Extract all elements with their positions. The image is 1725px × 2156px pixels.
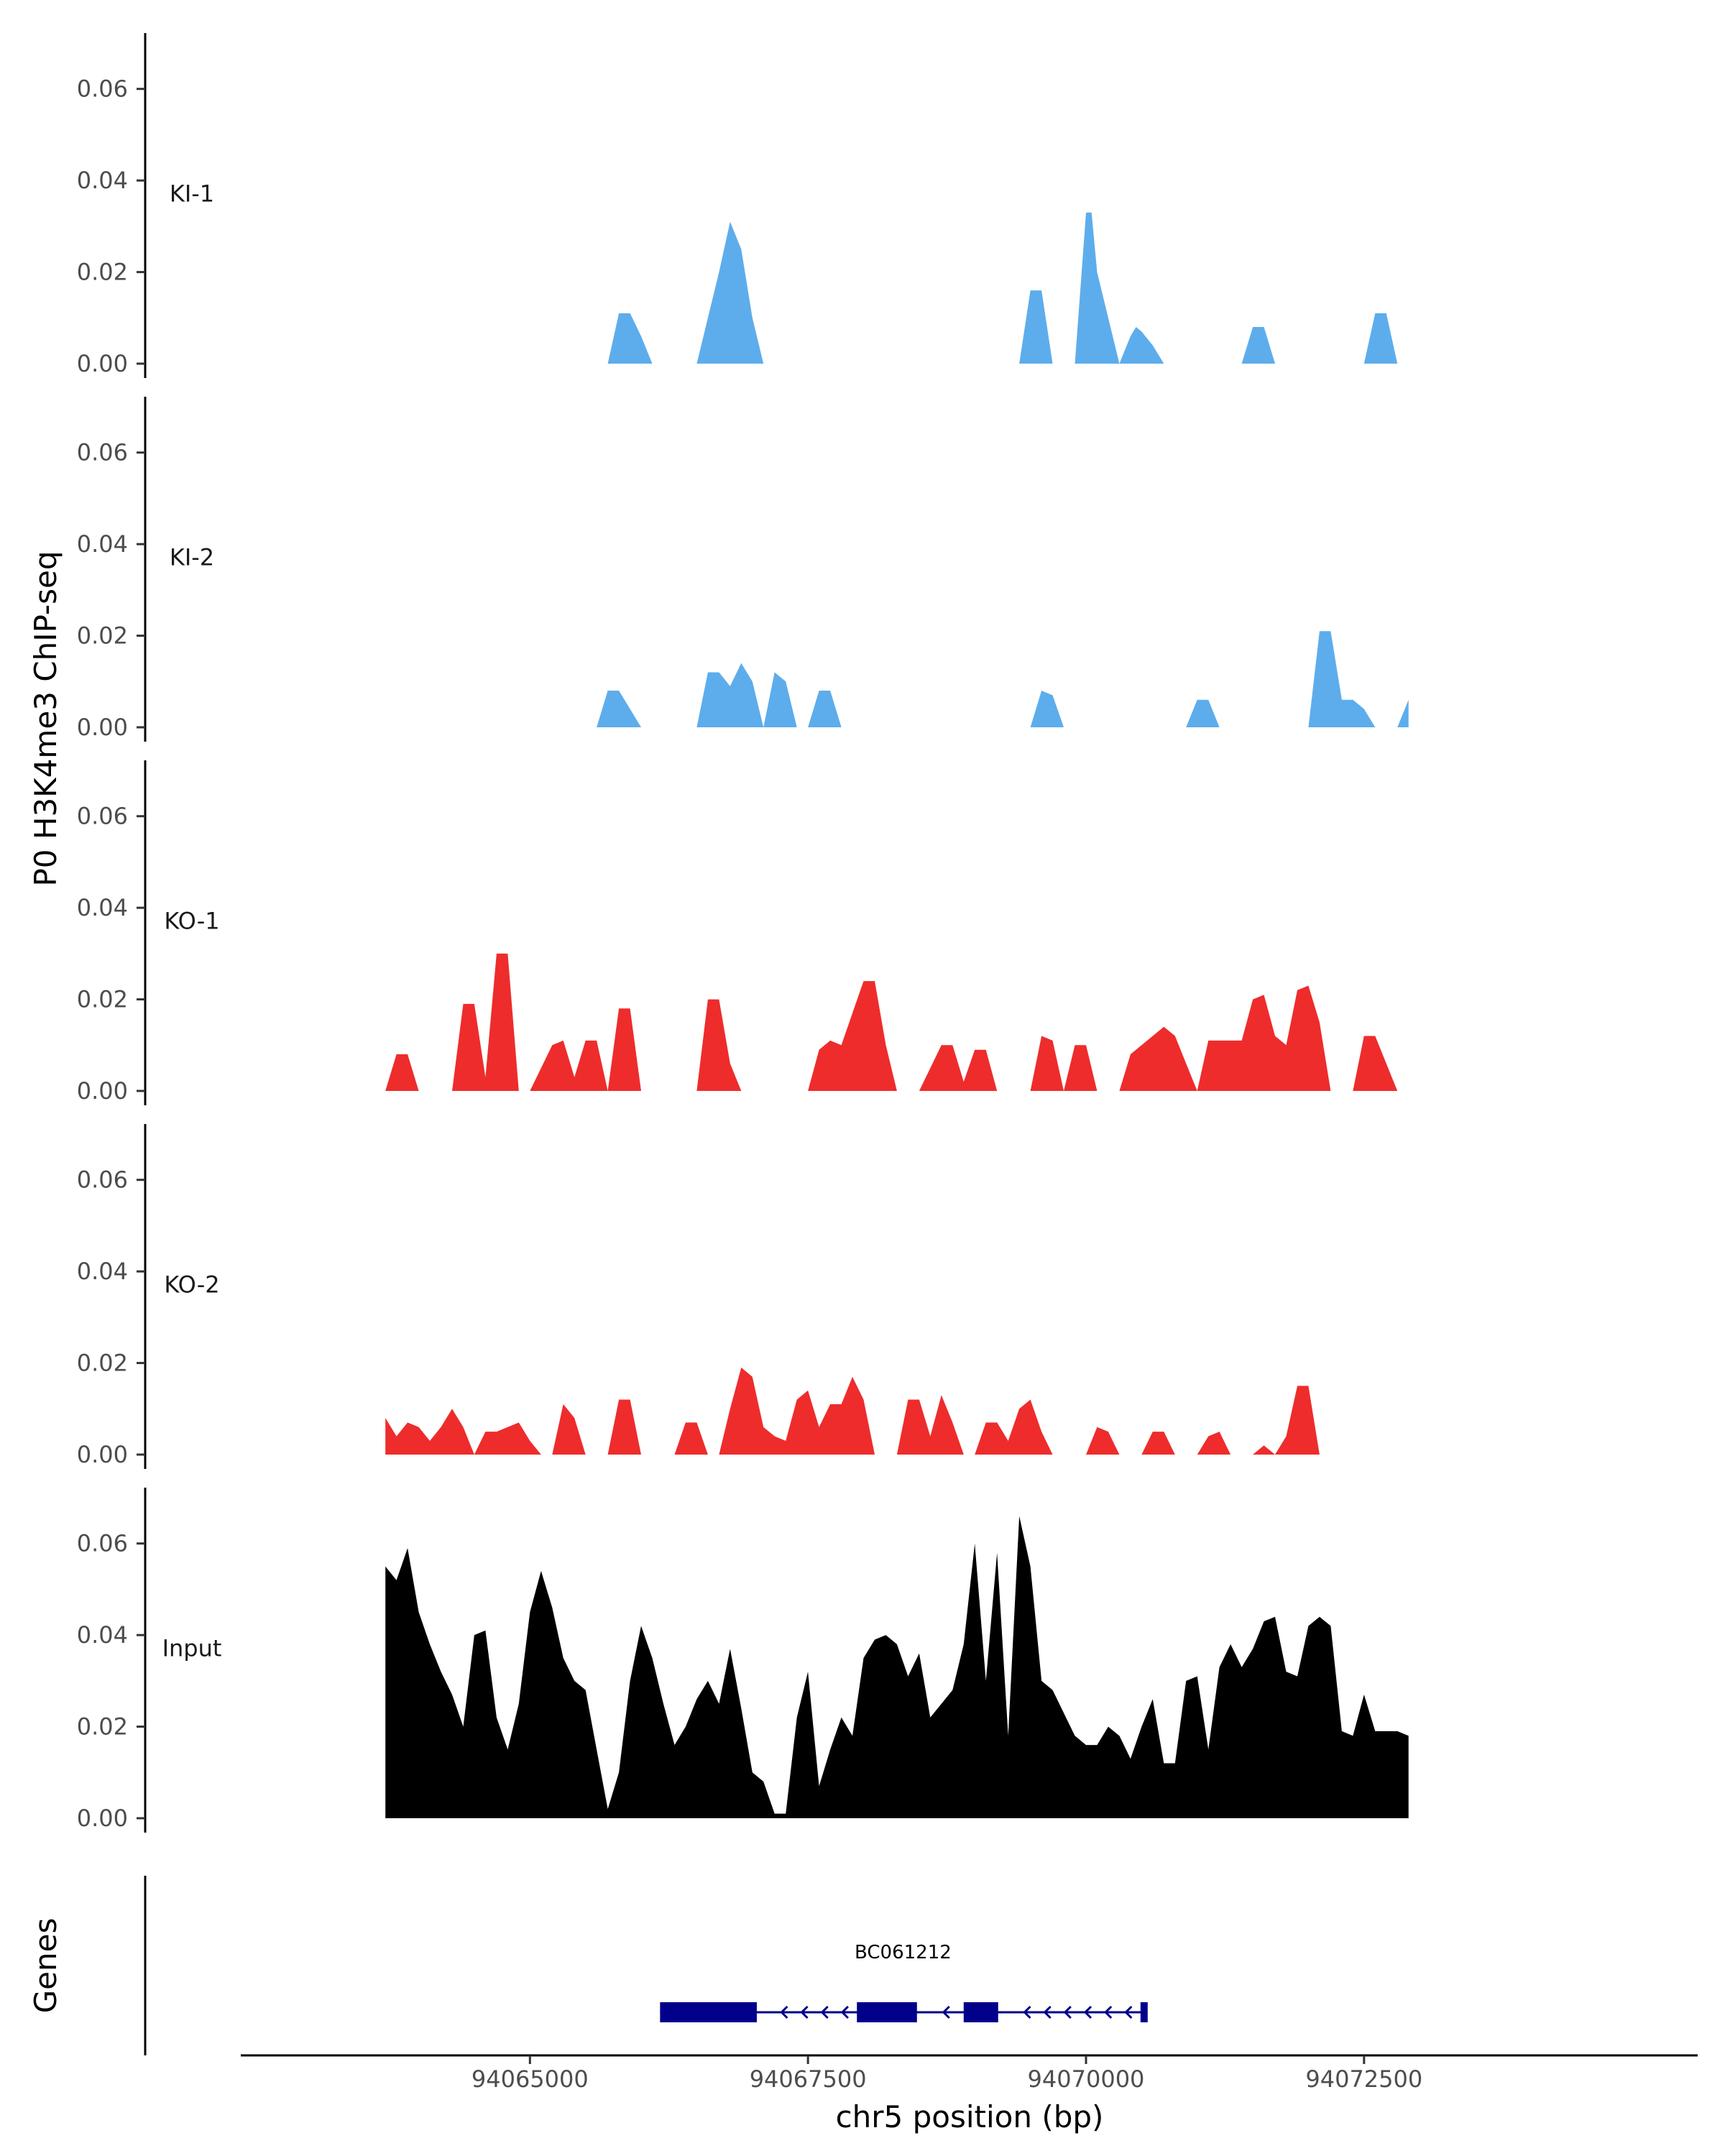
strand-arrow [1063, 2005, 1072, 2019]
track-label-ko-2: KO-2 [164, 1271, 219, 1299]
gene-exon-2 [857, 2002, 917, 2022]
strand-arrow [1104, 2005, 1113, 2019]
strand-arrow [780, 2005, 788, 2019]
x-tick-label-2: 94070000 [1028, 2065, 1145, 2093]
y-tick-label-ko-2-0: 0.00 [77, 1441, 128, 1468]
track-label-input: Input [162, 1635, 222, 1662]
strand-arrow [1043, 2005, 1052, 2019]
track-label-ki-2: KI-2 [170, 544, 214, 571]
strand-arrow [800, 2005, 809, 2019]
y-tick-label-ki-2-0: 0.00 [77, 714, 128, 741]
y-axis-title: P0 H3K4me3 ChIP-seq [28, 550, 63, 886]
y-tick-label-input-2: 0.04 [77, 1621, 128, 1649]
track-input: 0.00 0.02 0.04 0.06 Input [77, 1488, 1409, 1833]
y-tick-label-ki-2-3: 0.06 [77, 439, 128, 466]
y-tick-label-ko-1-3: 0.06 [77, 803, 128, 830]
strand-arrow [1124, 2005, 1133, 2019]
area-series-ki-2 [597, 631, 1409, 727]
gene-exon-3 [963, 2002, 998, 2022]
y-tick-label-ki-1-3: 0.06 [77, 75, 128, 103]
x-tick-label-3: 94072500 [1305, 2065, 1422, 2093]
track-label-ki-1: KI-1 [170, 180, 214, 208]
x-tick-label-1: 94067500 [750, 2065, 867, 2093]
strand-arrow [1083, 2005, 1092, 2019]
y-tick-label-input-0: 0.00 [77, 1805, 128, 1832]
track-label-ko-1: KO-1 [164, 908, 219, 935]
y-tick-label-ko-1-1: 0.02 [77, 986, 128, 1013]
y-tick-label-ko-2-3: 0.06 [77, 1166, 128, 1194]
strand-arrow [1023, 2005, 1031, 2019]
gene-exon-1 [660, 2002, 757, 2022]
track-ki-1: 0.00 0.02 0.04 0.06 KI-1 [77, 33, 1398, 378]
area-series-ko-1 [385, 953, 1409, 1091]
y-tick-label-ki-1-0: 0.00 [77, 350, 128, 377]
y-tick-label-ki-1-1: 0.02 [77, 259, 128, 286]
y-tick-label-ki-1-2: 0.04 [77, 167, 128, 194]
y-tick-label-ki-2-1: 0.02 [77, 622, 128, 650]
gene-name-label: BC061212 [855, 1942, 952, 1963]
strand-arrow [840, 2005, 849, 2019]
signal-tracks: 0.00 0.02 0.04 0.06 KI-1 0.00 0.02 0.04 0.06 KI-2… [77, 33, 1409, 1833]
y-tick-label-input-1: 0.02 [77, 1713, 128, 1741]
y-tick-label-ko-1-0: 0.00 [77, 1077, 128, 1105]
track-ki-2: 0.00 0.02 0.04 0.06 KI-2 [77, 397, 1409, 742]
gene-model [660, 2002, 1148, 2022]
gene-track-title: Genes [28, 1918, 63, 2014]
area-series-ko-2 [385, 1367, 1409, 1455]
area-series-input [385, 1516, 1409, 1818]
y-tick-label-ki-2-2: 0.04 [77, 530, 128, 558]
x-tick-label-0: 94065000 [472, 2065, 589, 2093]
track-ko-1: 0.00 0.02 0.04 0.06 KO-1 [77, 760, 1409, 1105]
y-tick-label-input-3: 0.06 [77, 1530, 128, 1557]
y-tick-label-ko-1-2: 0.04 [77, 894, 128, 921]
y-tick-label-ko-2-2: 0.04 [77, 1258, 128, 1285]
y-tick-label-ko-2-1: 0.02 [77, 1350, 128, 1377]
gene-exon-4 [1140, 2002, 1148, 2022]
strand-arrow [942, 2005, 950, 2019]
strand-arrow [820, 2005, 829, 2019]
track-ko-2: 0.00 0.02 0.04 0.06 KO-2 [77, 1124, 1409, 1469]
gene-track: Genes BC061212 [28, 1876, 1148, 2055]
x-axis: chr5 position (bp) 94065000 94067500 94070… [241, 2054, 1698, 2134]
x-axis-title: chr5 position (bp) [836, 2099, 1104, 2134]
